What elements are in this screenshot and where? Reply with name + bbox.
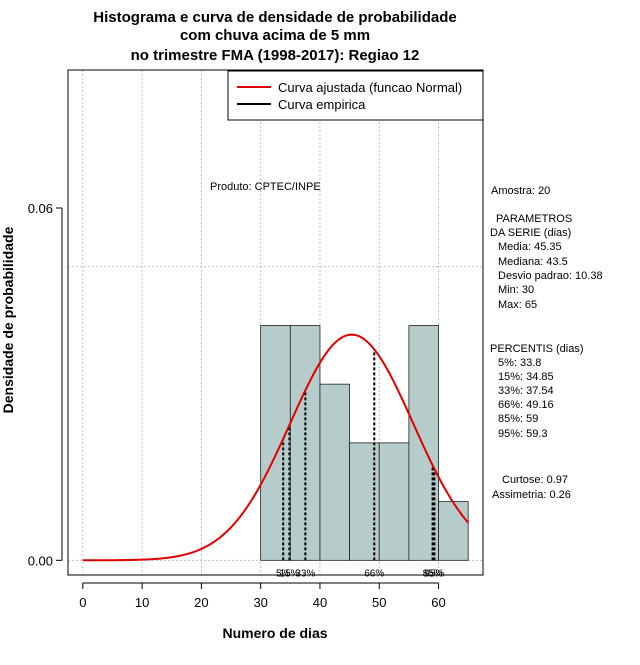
normal-curve-line — [82, 333, 469, 562]
legend-box — [227, 70, 484, 121]
x-tick-label-3: 30 — [253, 595, 267, 610]
info-p95: 95%: 59.3 — [498, 428, 548, 440]
histogram-bar-0 — [260, 325, 291, 561]
x-tick-label-0: 0 — [79, 595, 86, 610]
info-p15: 15%: 34.85 — [498, 371, 554, 383]
info-curtose: Curtose: 0.97 — [502, 474, 568, 486]
chart-title-line-2: com chuva acima de 5 mm — [180, 27, 370, 44]
product-note: Produto: CPTEC/INPE — [210, 181, 321, 193]
x-tick-label-5: 50 — [372, 595, 386, 610]
legend-label-empirical: Curva empirica — [278, 97, 366, 112]
histogram-bar-2 — [319, 383, 351, 561]
info-param-header-2: DA SERIE (dias) — [490, 227, 571, 239]
bars-layer — [260, 325, 469, 561]
side-info-panel: Amostra: 20 PARAMETROS DA SERIE (dias) M… — [490, 185, 603, 501]
info-desvio: Desvio padrao: 10.38 — [498, 270, 603, 282]
curve-layer — [82, 333, 469, 562]
x-tick-label-6: 60 — [431, 595, 445, 610]
y-axis-title: Densidade de probabilidade — [0, 226, 16, 413]
chart-title-line-1: Histograma e curva de densidade de proba… — [93, 9, 456, 26]
y-tick-label-0: 0.00 — [28, 553, 53, 568]
info-pct-header: PERCENTIS (dias) — [490, 343, 584, 355]
info-p66: 66%: 49.16 — [498, 399, 554, 411]
plot-frame — [67, 69, 484, 576]
percentile-label-2: 33% — [295, 568, 315, 579]
info-param-header-1: PARAMETROS — [496, 213, 572, 225]
percentile-lines-layer: 5%15%33% 66% 85%95% — [276, 349, 445, 579]
x-tick-label-1: 10 — [135, 595, 149, 610]
info-mediana: Mediana: 43.5 — [498, 256, 568, 268]
percentile-label-1: 15% — [279, 568, 299, 579]
histogram-bar-5 — [408, 325, 439, 561]
histogram-bar-4 — [378, 442, 410, 561]
info-min: Min: 30 — [498, 284, 534, 296]
legend-label-fitted: Curva ajustada (funcao Normal) — [278, 80, 462, 95]
info-p85: 85%: 59 — [498, 413, 538, 425]
x-tick-label-4: 40 — [313, 595, 327, 610]
x-axis-title: Numero de dias — [222, 625, 327, 641]
percentile-label-3: 66% — [364, 568, 384, 579]
y-tick-label-1: 0.06 — [28, 201, 53, 216]
x-axis: 0 10 20 30 40 50 60 — [79, 582, 446, 610]
x-tick-label-2: 20 — [194, 595, 208, 610]
percentile-label-5: 95% — [424, 568, 444, 579]
info-p5: 5%: 33.8 — [498, 357, 541, 369]
info-assimetria: Assimetria: 0.26 — [492, 489, 571, 501]
percentile-label-4: 85% — [423, 568, 443, 579]
info-amostra: Amostra: 20 — [491, 185, 550, 197]
info-media: Media: 45.35 — [498, 241, 562, 253]
chart-title-line-3: no trimestre FMA (1998-2017): Regiao 12 — [131, 47, 420, 64]
legend: Curva ajustada (funcao Normal) Curva emp… — [227, 70, 484, 121]
info-max: Max: 65 — [498, 299, 537, 311]
percentile-label-0: 5% — [276, 568, 291, 579]
grid-layer — [68, 70, 483, 575]
histogram-bar-6 — [438, 501, 469, 561]
y-axis: 0.00 0.06 — [28, 201, 63, 568]
info-p33: 33%: 37.54 — [498, 385, 554, 397]
